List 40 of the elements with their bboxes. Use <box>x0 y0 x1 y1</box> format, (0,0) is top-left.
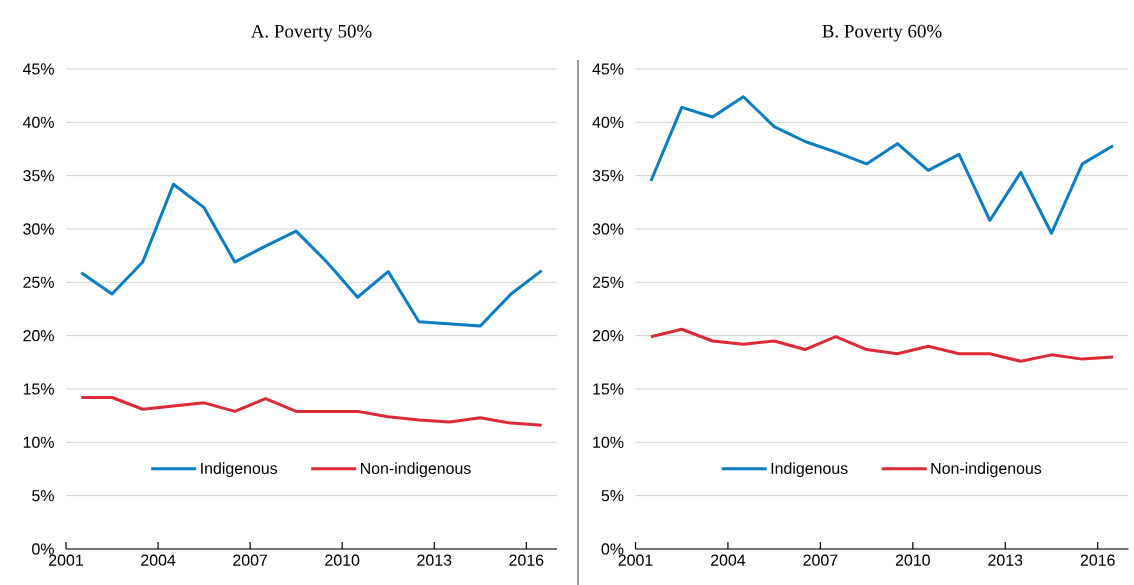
y-tick-label: 25% <box>23 276 54 288</box>
y-tick-label: 10% <box>593 436 624 448</box>
y-tick-label: 35% <box>592 170 624 182</box>
y-tick-label: 35% <box>23 170 54 182</box>
y-tick-label: 20% <box>23 330 54 342</box>
y-tick-label: 30% <box>23 223 54 235</box>
x-tick-label: 2004 <box>711 554 746 566</box>
x-tick-label: 2013 <box>988 554 1023 566</box>
legend-label: Indigenous <box>771 462 848 478</box>
y-tick-label: 45% <box>592 63 624 75</box>
x-tick-label: 2007 <box>233 554 268 566</box>
x-tick-label: 2007 <box>803 554 838 566</box>
x-tick-label: 2016 <box>1080 554 1115 566</box>
y-tick-label: 15% <box>23 383 54 395</box>
y-tick-label: 0% <box>601 543 624 555</box>
x-tick-label: 2001 <box>49 554 83 566</box>
x-tick-label: 2010 <box>895 554 930 566</box>
y-tick-label: 10% <box>23 436 54 448</box>
y-tick-label: 0% <box>32 543 54 555</box>
legend-label: Non-indigenous <box>931 462 1042 478</box>
x-tick-label: 2016 <box>509 554 544 566</box>
y-tick-label: 20% <box>592 330 624 342</box>
line-series <box>649 95 1115 235</box>
chart-title: B. Poverty 60% <box>822 24 942 42</box>
y-tick-label: 5% <box>32 490 54 502</box>
legend-label: Indigenous <box>201 462 278 478</box>
chart-title: A. Poverty 50% <box>250 24 372 42</box>
legend-label: Non-indigenous <box>360 462 471 478</box>
x-tick-label: 2004 <box>141 554 176 566</box>
x-tick-label: 2001 <box>618 554 653 566</box>
y-tick-label: 40% <box>22 116 54 128</box>
x-tick-label: 2013 <box>417 554 452 566</box>
x-tick-label: 2010 <box>325 554 360 566</box>
y-tick-label: 30% <box>592 223 624 235</box>
line-series <box>649 327 1115 363</box>
y-tick-label: 45% <box>22 63 54 75</box>
y-tick-label: 40% <box>592 116 624 128</box>
y-tick-label: 15% <box>593 383 624 395</box>
y-tick-label: 5% <box>601 490 624 502</box>
y-tick-label: 25% <box>592 276 624 288</box>
